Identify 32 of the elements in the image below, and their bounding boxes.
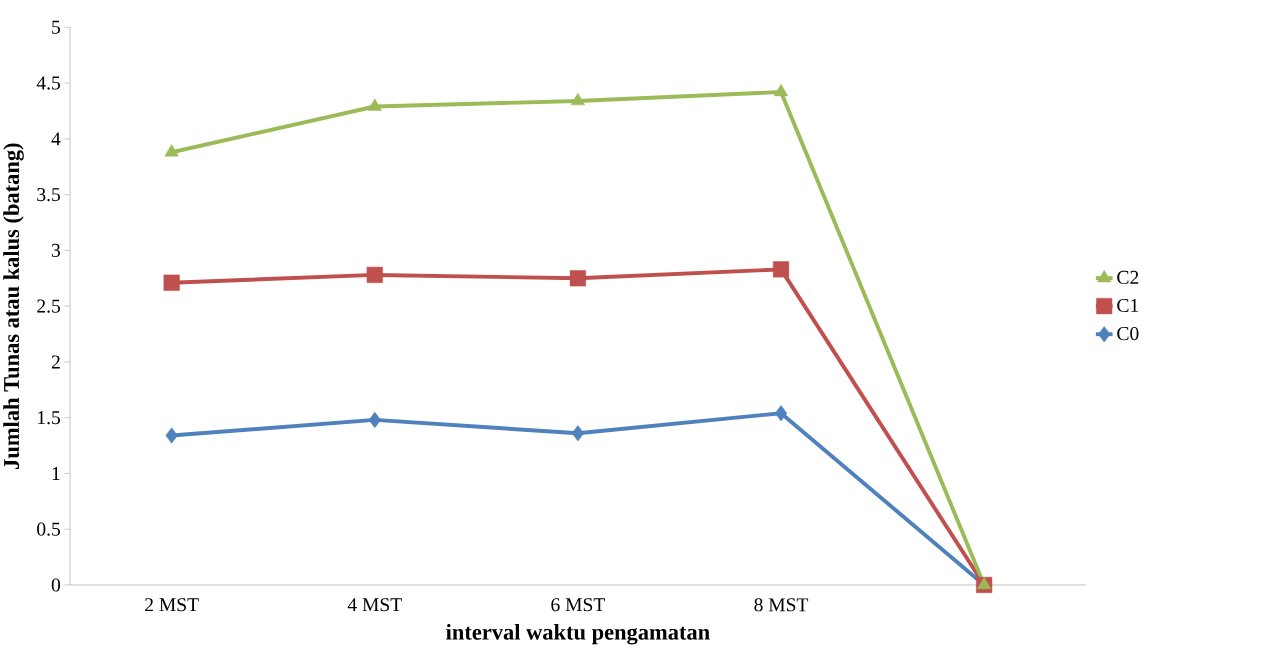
y-tick-label: 3.5 bbox=[37, 188, 61, 202]
point bbox=[569, 270, 586, 287]
y-tick-label: 4 bbox=[51, 132, 61, 146]
x-tick-label: 2 MST bbox=[145, 598, 199, 612]
point bbox=[571, 425, 585, 442]
point bbox=[164, 144, 179, 157]
y-tick-label: 0.5 bbox=[37, 522, 61, 536]
legend-label: C1 bbox=[1117, 298, 1139, 313]
point bbox=[570, 92, 585, 106]
y-tick-label: 0 bbox=[51, 578, 61, 592]
x-tick-label: 8 MST bbox=[754, 598, 809, 612]
legend-label: C2 bbox=[1117, 270, 1139, 285]
point bbox=[165, 427, 178, 444]
point bbox=[774, 405, 788, 422]
point bbox=[772, 261, 790, 278]
point bbox=[774, 84, 789, 97]
x-tick-label: 6 MST bbox=[551, 598, 605, 612]
y-tick-label: 3 bbox=[51, 243, 61, 257]
point bbox=[163, 274, 180, 291]
point bbox=[368, 411, 381, 429]
y-tick-label: 2.5 bbox=[37, 299, 61, 313]
y-tick-label: 4.5 bbox=[36, 76, 61, 90]
y-axis-title: Jumlah Tunas atau kalus (batang) bbox=[3, 143, 24, 469]
x-tick-label: 4 MST bbox=[347, 598, 402, 612]
y-tick-label: 1 bbox=[52, 467, 60, 480]
x-axis-title: interval waktu pengamatan bbox=[446, 623, 710, 645]
point bbox=[366, 266, 383, 284]
y-tick-label: 5 bbox=[52, 20, 61, 34]
legend-label: C0 bbox=[1117, 327, 1139, 341]
point bbox=[367, 98, 382, 111]
y-tick-label: 1.5 bbox=[38, 411, 61, 425]
y-tick-label: 2 bbox=[51, 355, 60, 369]
